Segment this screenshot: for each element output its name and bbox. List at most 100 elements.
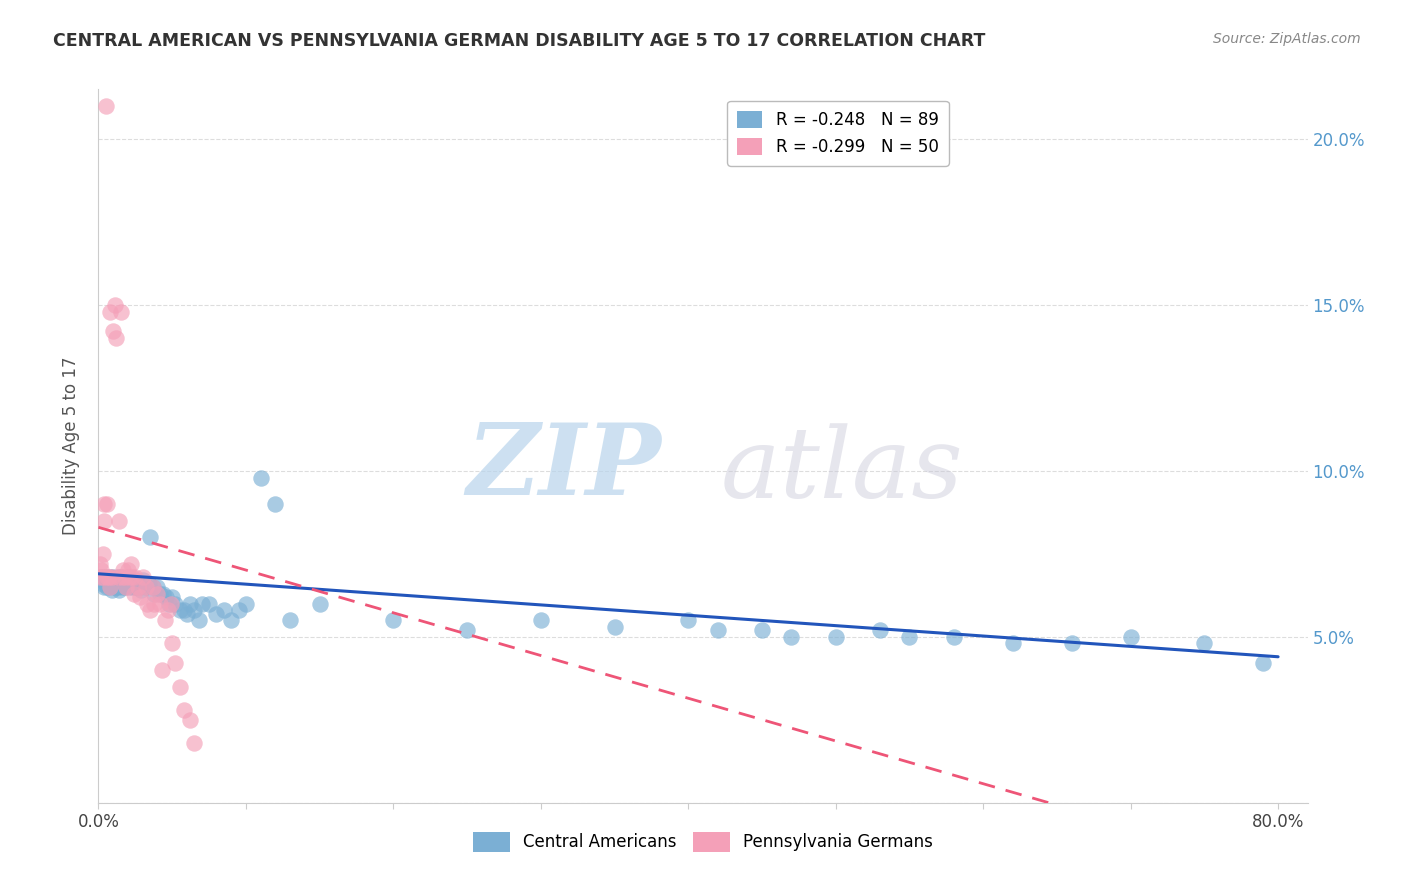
Point (603, 620, 626, 634)
Point (179, 713, 201, 727)
Point (122, 574, 145, 588)
Point (183, 736, 205, 750)
Point (91, 547, 114, 561)
Point (249, 470, 271, 484)
Point (190, 597, 212, 611)
Point (751, 624, 773, 638)
Point (173, 703, 195, 717)
Text: ZIP: ZIP (467, 419, 661, 516)
Point (157, 597, 180, 611)
Point (219, 613, 242, 627)
Point (183, 603, 205, 617)
Point (115, 580, 138, 594)
Point (121, 570, 143, 584)
Point (131, 570, 153, 584)
Point (110, 304, 132, 318)
Point (160, 590, 183, 604)
Point (94, 99, 117, 113)
Point (1194, 636, 1216, 650)
Point (120, 557, 142, 571)
Point (96, 574, 118, 588)
Point (124, 570, 146, 584)
Point (264, 497, 287, 511)
Point (112, 574, 135, 588)
Point (96, 497, 118, 511)
Point (160, 636, 183, 650)
Point (117, 570, 139, 584)
Point (169, 603, 191, 617)
Point (114, 580, 136, 594)
Point (101, 576, 124, 591)
Point (104, 574, 127, 588)
Point (176, 607, 198, 621)
Point (146, 587, 169, 601)
Point (89, 570, 111, 584)
Point (128, 580, 150, 594)
Text: atlas: atlas (721, 424, 963, 518)
Point (112, 564, 135, 578)
Point (169, 680, 191, 694)
Point (115, 576, 138, 591)
Point (456, 624, 478, 638)
Point (97, 574, 120, 588)
Point (129, 583, 152, 598)
Point (93, 580, 115, 594)
Point (127, 580, 149, 594)
Point (89, 557, 111, 571)
Point (118, 580, 141, 594)
Point (212, 603, 235, 617)
Point (706, 624, 728, 638)
Point (205, 607, 228, 621)
Point (110, 576, 132, 591)
Point (235, 597, 257, 611)
Point (125, 580, 148, 594)
Point (122, 587, 145, 601)
Point (98, 304, 121, 318)
Point (1119, 630, 1142, 644)
Point (105, 580, 128, 594)
Point (128, 590, 150, 604)
Point (100, 570, 122, 584)
Point (530, 613, 553, 627)
Point (91, 576, 114, 591)
Point (108, 514, 131, 528)
Point (139, 530, 162, 544)
Point (153, 613, 176, 627)
Point (89, 570, 111, 584)
Point (105, 574, 128, 588)
Point (114, 570, 136, 584)
Point (107, 580, 129, 594)
Point (228, 603, 250, 617)
Point (135, 580, 157, 594)
Point (135, 580, 157, 594)
Point (146, 580, 169, 594)
Point (150, 663, 173, 677)
Point (308, 597, 330, 611)
Point (108, 583, 131, 598)
Point (101, 570, 124, 584)
Legend: Central Americans, Pennsylvania Germans: Central Americans, Pennsylvania Germans (467, 825, 939, 859)
Point (93, 574, 115, 588)
Point (118, 570, 141, 584)
Point (97, 576, 120, 591)
Point (131, 574, 153, 588)
Point (824, 630, 846, 644)
Point (142, 580, 165, 594)
Point (139, 603, 162, 617)
Point (156, 603, 179, 617)
Point (104, 580, 127, 594)
Point (111, 580, 134, 594)
Point (382, 613, 405, 627)
Point (1060, 636, 1083, 650)
Point (101, 325, 124, 339)
Point (138, 576, 160, 591)
Point (90, 564, 112, 578)
Point (173, 603, 195, 617)
Point (121, 580, 143, 594)
Point (124, 580, 146, 594)
Point (117, 564, 139, 578)
Point (91, 570, 114, 584)
Point (104, 298, 127, 312)
Point (678, 613, 700, 627)
Point (110, 570, 132, 584)
